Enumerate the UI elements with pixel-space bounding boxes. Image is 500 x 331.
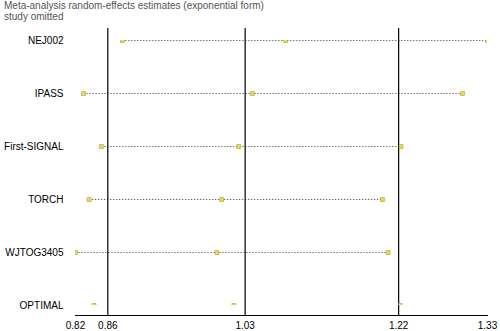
svg-text:1.22: 1.22 bbox=[389, 320, 409, 331]
svg-text:IPASS: IPASS bbox=[35, 88, 64, 99]
svg-text:WJTOG3405: WJTOG3405 bbox=[5, 247, 64, 258]
html-text:study omitted: study omitted bbox=[4, 11, 64, 22]
svg-text:0.86: 0.86 bbox=[98, 320, 118, 331]
svg-text:First-SIGNAL: First-SIGNAL bbox=[4, 141, 64, 152]
svg-text:TORCH: TORCH bbox=[28, 194, 63, 205]
svg-text:OPTIMAL: OPTIMAL bbox=[20, 300, 64, 311]
html-text:Meta-analysis random-effects e: Meta-analysis random-effects estimates (… bbox=[4, 0, 264, 11]
svg-text:1.33: 1.33 bbox=[478, 320, 498, 331]
svg-text:NEJ002: NEJ002 bbox=[28, 35, 64, 46]
svg-text:1.03: 1.03 bbox=[235, 320, 255, 331]
svg-text:0.82: 0.82 bbox=[66, 320, 86, 331]
